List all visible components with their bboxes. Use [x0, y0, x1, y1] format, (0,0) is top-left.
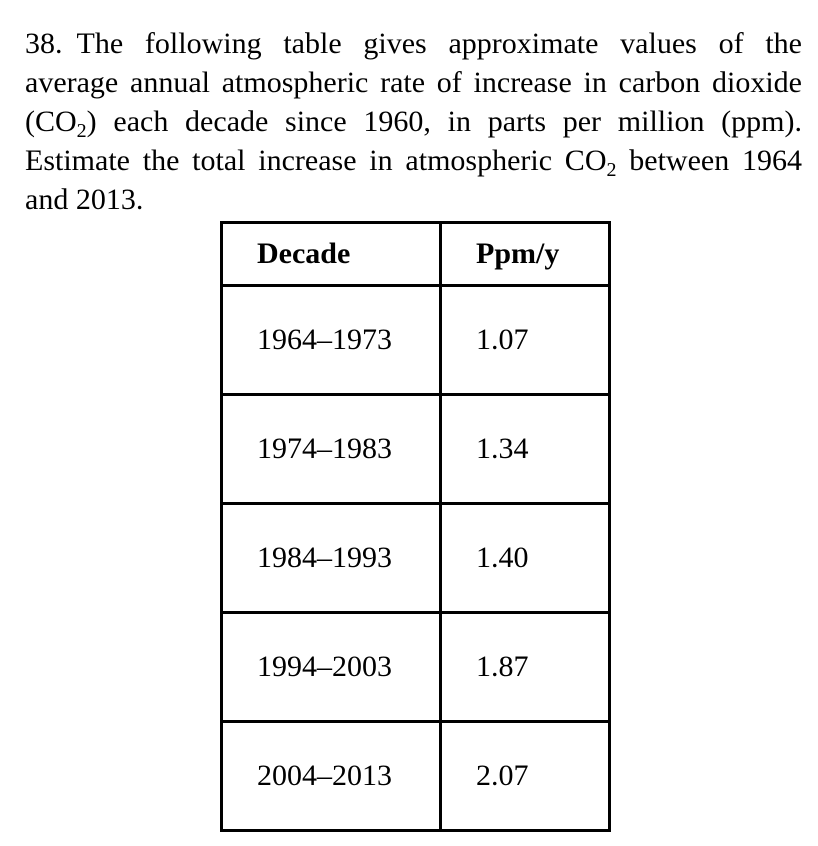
header-decade: Decade — [220, 221, 442, 287]
rate-cell: 1.87 — [439, 611, 611, 723]
table-row: 1964–1973 1.07 — [220, 284, 611, 396]
problem-number: 38. — [25, 27, 63, 60]
table-row: 1984–1993 1.40 — [220, 502, 611, 614]
co2-subscript-2: 2 — [606, 159, 617, 181]
decade-cell: 1974–1983 — [220, 393, 442, 505]
table-row: 1974–1983 1.34 — [220, 393, 611, 505]
table-row: 2004–2013 2.07 — [220, 720, 611, 832]
decade-cell: 2004–2013 — [220, 720, 442, 832]
problem-text-2: ) each decade since 1960, in parts per m… — [25, 105, 802, 177]
decade-cell: 1994–2003 — [220, 611, 442, 723]
rate-cell: 2.07 — [439, 720, 611, 832]
rate-cell: 1.07 — [439, 284, 611, 396]
co2-rate-table: Decade Ppm/y 1964–1973 1.07 1974–1983 1.… — [220, 221, 611, 832]
rate-cell: 1.34 — [439, 393, 611, 505]
header-ppm-per-year: Ppm/y — [439, 221, 611, 287]
problem-text-1: The following table gives approximate va… — [25, 27, 802, 138]
decade-cell: 1984–1993 — [220, 502, 442, 614]
rate-cell: 1.40 — [439, 502, 611, 614]
table-row: 1994–2003 1.87 — [220, 611, 611, 723]
problem-text-3: between 1964 and 2013. — [25, 144, 802, 216]
table-header-row: Decade Ppm/y — [220, 221, 611, 287]
decade-cell: 1964–1973 — [220, 284, 442, 396]
co2-subscript-1: 2 — [76, 120, 87, 142]
problem-statement: 38. The following table gives approximate… — [25, 24, 802, 219]
